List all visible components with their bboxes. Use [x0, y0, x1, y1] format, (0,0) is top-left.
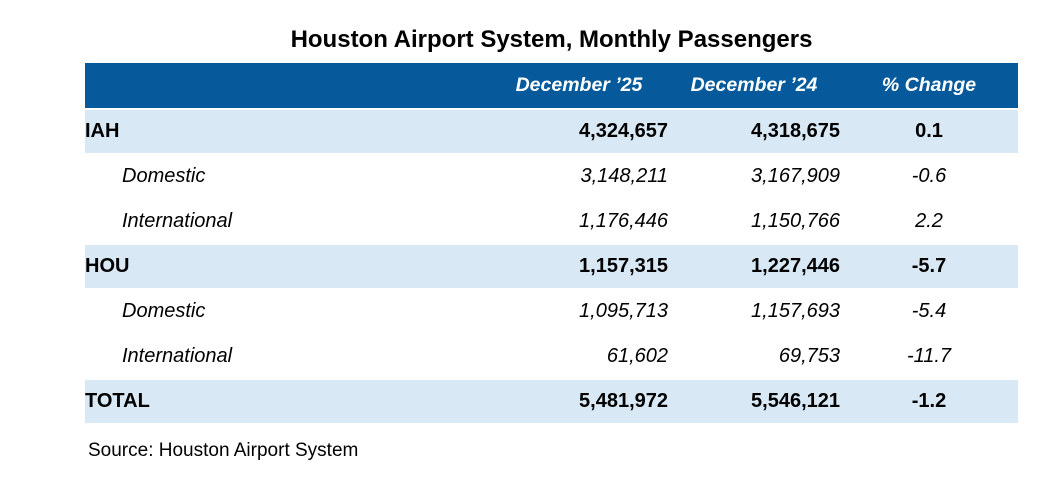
cell-dec24: 4,318,675 — [668, 108, 840, 153]
table-row-hou: HOU 1,157,315 1,227,446 -5.7 — [85, 243, 1018, 288]
table-row-hou-international: International 61,602 69,753 -11.7 — [85, 333, 1018, 378]
column-header-pct-change: % Change — [840, 63, 1018, 108]
cell-dec24: 5,546,121 — [668, 378, 840, 423]
row-label: TOTAL — [85, 378, 490, 423]
row-label: Domestic — [85, 153, 490, 198]
source-note: Source: Houston Airport System — [88, 440, 359, 461]
cell-dec25: 5,481,972 — [490, 378, 668, 423]
cell-pct-change: 0.1 — [840, 108, 1018, 153]
cell-dec25: 4,324,657 — [490, 108, 668, 153]
header-row: December ’25 December ’24 % Change — [85, 63, 1018, 108]
table-row-total: TOTAL 5,481,972 5,546,121 -1.2 — [85, 378, 1018, 423]
cell-dec24: 1,227,446 — [668, 243, 840, 288]
row-label: International — [85, 333, 490, 378]
passengers-table: December ’25 December ’24 % Change IAH 4… — [85, 63, 1018, 423]
table-row-iah-domestic: Domestic 3,148,211 3,167,909 -0.6 — [85, 153, 1018, 198]
row-label: Domestic — [85, 288, 490, 333]
column-header-label — [85, 63, 490, 108]
cell-dec25: 3,148,211 — [490, 153, 668, 198]
cell-dec25: 1,095,713 — [490, 288, 668, 333]
table-body: IAH 4,324,657 4,318,675 0.1 Domestic 3,1… — [85, 108, 1018, 423]
cell-pct-change: -5.7 — [840, 243, 1018, 288]
cell-dec24: 1,157,693 — [668, 288, 840, 333]
column-header-dec25: December ’25 — [490, 63, 668, 108]
cell-pct-change: -11.7 — [840, 333, 1018, 378]
cell-dec25: 1,176,446 — [490, 198, 668, 243]
table-title: Houston Airport System, Monthly Passenge… — [290, 26, 813, 53]
cell-dec25: 1,157,315 — [490, 243, 668, 288]
row-label: HOU — [85, 243, 490, 288]
table-row-iah-international: International 1,176,446 1,150,766 2.2 — [85, 198, 1018, 243]
cell-pct-change: -5.4 — [840, 288, 1018, 333]
cell-pct-change: 2.2 — [840, 198, 1018, 243]
cell-pct-change: -1.2 — [840, 378, 1018, 423]
table-row-iah: IAH 4,324,657 4,318,675 0.1 — [85, 108, 1018, 153]
cell-pct-change: -0.6 — [840, 153, 1018, 198]
table-row-hou-domestic: Domestic 1,095,713 1,157,693 -5.4 — [85, 288, 1018, 333]
cell-dec24: 3,167,909 — [668, 153, 840, 198]
cell-dec25: 61,602 — [490, 333, 668, 378]
table-header: December ’25 December ’24 % Change — [85, 63, 1018, 108]
column-header-dec24: December ’24 — [668, 63, 840, 108]
cell-dec24: 1,150,766 — [668, 198, 840, 243]
row-label: International — [85, 198, 490, 243]
cell-dec24: 69,753 — [668, 333, 840, 378]
row-label: IAH — [85, 108, 490, 153]
